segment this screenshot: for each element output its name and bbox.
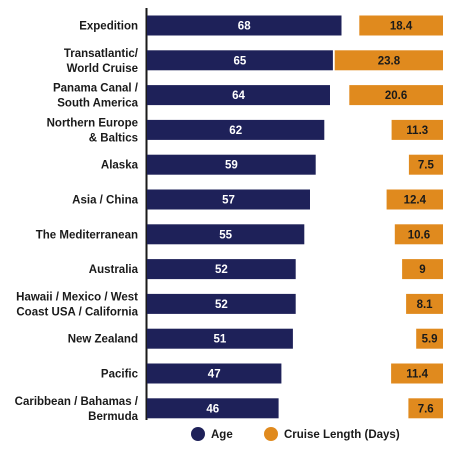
cruise-length-value-label: 18.4 xyxy=(390,21,413,33)
category-label-line: Hawaii / Mexico / West xyxy=(16,291,138,303)
category-label: Australia xyxy=(89,264,139,276)
category-row: Expedition 68 18.4 xyxy=(79,15,443,36)
age-value-label: 68 xyxy=(238,21,251,33)
category-row: Caribbean / Bahamas / Bermuda 46 7.6 xyxy=(15,396,443,423)
category-row: Australia 52 9 xyxy=(89,259,443,280)
category-label-line: Bermuda xyxy=(88,411,138,423)
category-label-line: Panama Canal / xyxy=(53,83,139,95)
age-bar xyxy=(147,224,305,245)
age-bar xyxy=(147,15,342,36)
cruise-length-value-label: 20.6 xyxy=(385,90,407,102)
cruise-length-bar xyxy=(391,119,443,140)
age-value-label: 55 xyxy=(219,229,232,241)
category-row: Northern Europe & Baltics 62 11.3 xyxy=(47,117,443,144)
cruise-length-bar xyxy=(349,85,443,106)
category-label-line: Asia / China xyxy=(72,195,138,207)
legend-cruise-length-marker xyxy=(264,427,278,441)
legend-age-marker xyxy=(191,427,205,441)
category-row: Hawaii / Mexico / West Coast USA / Califo… xyxy=(16,291,443,318)
category-label: Northern Europe & Baltics xyxy=(47,117,138,144)
cruise-length-value-label: 5.9 xyxy=(422,334,438,346)
category-row: The Mediterranean 55 10.6 xyxy=(36,224,443,245)
cruise-length-bar xyxy=(386,189,443,210)
age-bar xyxy=(147,398,279,419)
category-row: Panama Canal / South America 64 20.6 xyxy=(53,83,443,110)
age-bar xyxy=(147,259,296,280)
category-row: New Zealand 51 5.9 xyxy=(68,328,443,349)
cruise-length-bar xyxy=(406,293,443,314)
age-value-label: 51 xyxy=(214,334,227,346)
category-row: Pacific 47 11.4 xyxy=(101,363,443,384)
category-label: The Mediterranean xyxy=(36,229,138,241)
cruise-length-bar xyxy=(334,50,443,71)
age-value-label: 52 xyxy=(215,264,228,276)
category-label-line: Caribbean / Bahamas / xyxy=(15,396,139,408)
age-bar xyxy=(147,293,296,314)
chart-rows: Expedition 68 18.4 Transatlantic/World Crui… xyxy=(15,15,443,423)
cruise-length-bar xyxy=(394,224,443,245)
age-bar xyxy=(147,85,330,106)
age-value-label: 62 xyxy=(229,125,242,137)
age-value-label: 46 xyxy=(206,403,219,415)
category-label: Panama Canal / South America xyxy=(53,83,139,110)
age-bar xyxy=(147,189,310,210)
category-label-line: Alaska xyxy=(101,160,139,172)
category-label-line: Australia xyxy=(89,264,139,276)
category-label-line: & Baltics xyxy=(89,132,138,144)
category-label-line: Transatlantic/ xyxy=(64,48,139,60)
legend-age-label: Age xyxy=(211,429,233,441)
age-value-label: 47 xyxy=(208,369,221,381)
cruise-length-value-label: 23.8 xyxy=(378,55,401,67)
cruise-length-bar xyxy=(416,328,443,349)
category-label: New Zealand xyxy=(68,334,138,346)
age-bar xyxy=(147,119,325,140)
category-label: Transatlantic/World Cruise xyxy=(64,48,139,75)
cruise-length-value-label: 11.4 xyxy=(406,369,428,381)
age-bar xyxy=(147,363,282,384)
category-row: Alaska 59 7.5 xyxy=(101,154,443,175)
category-label-line: Pacific xyxy=(101,369,139,381)
category-label-line: Northern Europe xyxy=(47,117,138,129)
category-label: Caribbean / Bahamas / Bermuda xyxy=(15,396,139,423)
category-label-line: South America xyxy=(57,98,138,110)
category-label: Pacific xyxy=(101,369,139,381)
category-label-line: Coast USA / California xyxy=(16,306,138,318)
category-label-line: World Cruise xyxy=(67,63,138,75)
category-label: Hawaii / Mexico / West Coast USA / Califo… xyxy=(16,291,138,318)
category-row: Asia / China 57 12.4 xyxy=(72,189,443,210)
cruise-length-value-label: 11.3 xyxy=(406,125,428,137)
cruise-length-bar xyxy=(359,15,443,36)
cruise-length-bar xyxy=(391,363,443,384)
age-value-label: 65 xyxy=(234,55,247,67)
age-value-label: 57 xyxy=(222,195,235,207)
age-value-label: 64 xyxy=(232,90,245,102)
category-label: Expedition xyxy=(79,21,138,33)
cruise-length-value-label: 12.4 xyxy=(404,195,427,207)
age-bar xyxy=(147,328,293,349)
age-value-label: 52 xyxy=(215,299,228,311)
age-bar xyxy=(147,154,316,175)
category-row: Transatlantic/World Cruise 65 23.8 xyxy=(64,48,443,75)
cruise-length-value-label: 7.6 xyxy=(418,403,434,415)
cruise-length-value-label: 8.1 xyxy=(417,299,434,311)
category-label-line: The Mediterranean xyxy=(36,229,138,241)
category-label: Asia / China xyxy=(72,195,138,207)
category-label: Alaska xyxy=(101,160,139,172)
category-label-line: Expedition xyxy=(79,21,138,33)
cruise-length-bar xyxy=(408,398,443,419)
legend: Age Cruise Length (Days) xyxy=(191,427,400,441)
legend-cruise-length-label: Cruise Length (Days) xyxy=(284,429,400,441)
cruise-length-value-label: 7.5 xyxy=(418,160,435,172)
cruise-length-value-label: 9 xyxy=(419,264,425,276)
cruise-length-bar xyxy=(402,259,443,280)
cruise-length-value-label: 10.6 xyxy=(408,229,430,241)
age-bar xyxy=(147,50,333,71)
cruise-length-bar xyxy=(408,154,443,175)
category-label-line: New Zealand xyxy=(68,334,138,346)
age-value-label: 59 xyxy=(225,160,238,172)
